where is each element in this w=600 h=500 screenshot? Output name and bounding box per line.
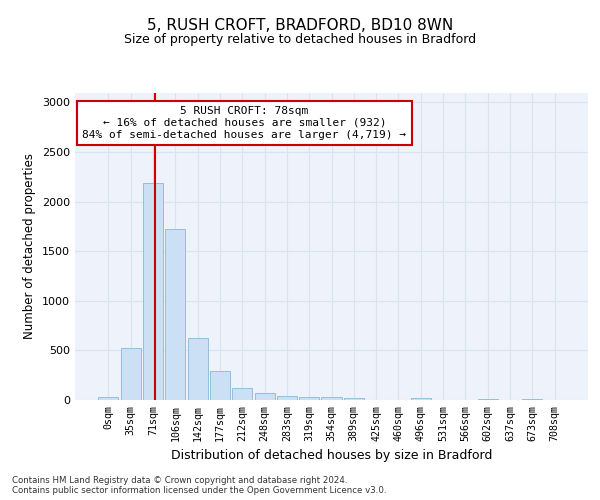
- Bar: [299, 396, 319, 400]
- Bar: [121, 348, 141, 400]
- Bar: [165, 230, 185, 400]
- Bar: [277, 396, 297, 400]
- Bar: [522, 398, 542, 400]
- X-axis label: Distribution of detached houses by size in Bradford: Distribution of detached houses by size …: [171, 449, 492, 462]
- Bar: [322, 396, 341, 400]
- Bar: [478, 398, 498, 400]
- Bar: [344, 398, 364, 400]
- Y-axis label: Number of detached properties: Number of detached properties: [23, 153, 37, 339]
- Text: Size of property relative to detached houses in Bradford: Size of property relative to detached ho…: [124, 32, 476, 46]
- Text: 5, RUSH CROFT, BRADFORD, BD10 8WN: 5, RUSH CROFT, BRADFORD, BD10 8WN: [147, 18, 453, 32]
- Bar: [188, 338, 208, 400]
- Bar: [254, 392, 275, 400]
- Bar: [232, 388, 252, 400]
- Bar: [411, 398, 431, 400]
- Bar: [143, 183, 163, 400]
- Text: Contains HM Land Registry data © Crown copyright and database right 2024.
Contai: Contains HM Land Registry data © Crown c…: [12, 476, 386, 495]
- Bar: [210, 371, 230, 400]
- Text: 5 RUSH CROFT: 78sqm
← 16% of detached houses are smaller (932)
84% of semi-detac: 5 RUSH CROFT: 78sqm ← 16% of detached ho…: [82, 106, 406, 140]
- Bar: [98, 397, 118, 400]
